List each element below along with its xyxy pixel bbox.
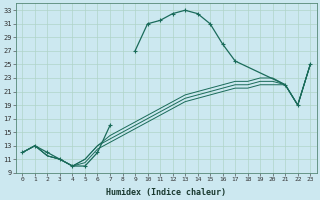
X-axis label: Humidex (Indice chaleur): Humidex (Indice chaleur)	[106, 188, 226, 197]
